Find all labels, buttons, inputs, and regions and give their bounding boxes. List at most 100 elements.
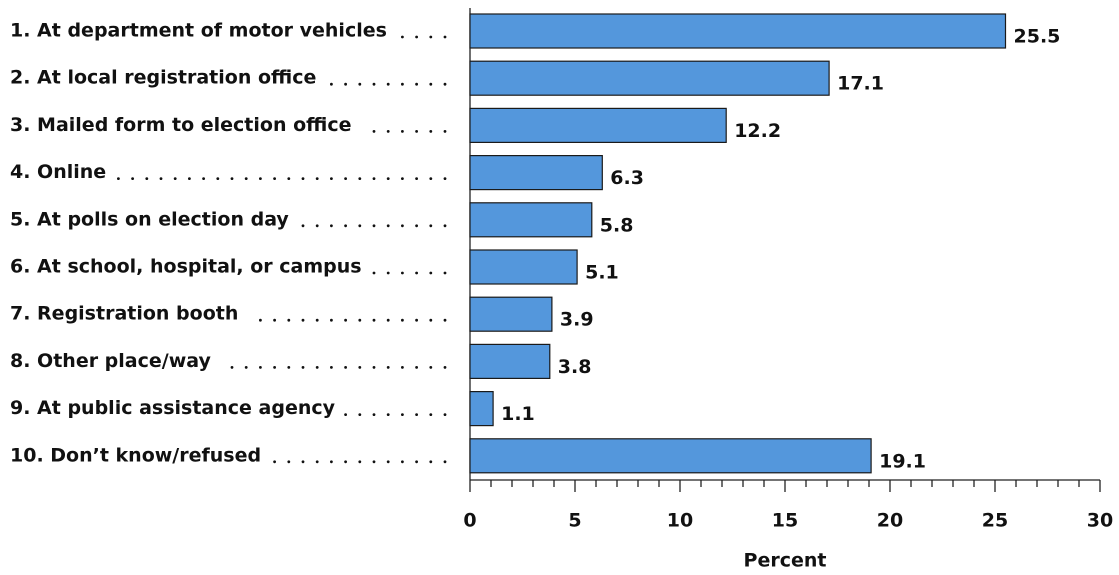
leader-dot — [372, 460, 376, 464]
bar — [469, 343, 551, 379]
leader-dot — [386, 460, 390, 464]
leader-dot — [401, 366, 404, 369]
value-label: 12.2 — [734, 120, 781, 142]
leader-dot — [429, 460, 433, 464]
leader-dot — [344, 82, 347, 86]
leader-dot — [315, 366, 319, 369]
leader-dot — [401, 35, 404, 39]
x-tick-label: 15 — [772, 510, 798, 532]
leader-dot — [145, 177, 149, 181]
category-label: 5. At polls on election day — [10, 208, 289, 230]
leader-dot — [429, 271, 433, 275]
leader-dot — [259, 366, 262, 369]
leader-dot — [330, 82, 333, 86]
leader-dot — [443, 35, 447, 39]
value-label: 25.5 — [1014, 26, 1061, 48]
bar — [469, 13, 1007, 49]
category-label: 6. At school, hospital, or campus — [10, 256, 362, 278]
leader-dot — [173, 177, 177, 181]
x-tick-label: 25 — [982, 510, 1008, 532]
leader-dot — [259, 177, 262, 181]
category-label: 8. Other place/way — [10, 350, 211, 372]
leader-dot — [386, 82, 390, 86]
leader-dot — [315, 318, 319, 322]
leader-dot — [330, 366, 333, 369]
leader-dot — [401, 177, 404, 181]
leader-dot — [415, 318, 418, 322]
leader-dot — [429, 318, 433, 322]
category-label: 3. Mailed form to election office — [10, 114, 352, 136]
leader-dot — [330, 460, 333, 464]
leader-dot — [216, 177, 220, 181]
leader-dot — [372, 413, 376, 416]
leader-dot — [401, 130, 404, 133]
bar — [469, 391, 494, 427]
leader-dot — [344, 318, 347, 322]
leader-dot — [372, 271, 376, 275]
x-tick-label: 30 — [1087, 510, 1113, 532]
leader-dot — [443, 177, 447, 181]
leader-dot — [344, 413, 347, 416]
leader-dot — [117, 177, 120, 181]
leader-dot — [344, 460, 347, 464]
bar — [469, 438, 872, 474]
leader-dot — [401, 82, 404, 86]
value-label: 1.1 — [501, 403, 535, 425]
leader-dot — [230, 177, 234, 181]
leader-dot — [344, 177, 347, 181]
leader-dot — [401, 224, 404, 228]
leader-dot — [443, 413, 447, 416]
leader-dot — [415, 82, 418, 86]
leader-dot — [315, 177, 319, 181]
leader-dot — [372, 130, 376, 133]
leader-dot — [287, 366, 291, 369]
category-label: 9. At public assistance agency — [10, 397, 336, 419]
category-label: 1. At department of motor vehicles — [10, 20, 387, 42]
leader-dot — [386, 366, 390, 369]
leader-dot — [330, 318, 333, 322]
leader-dot — [244, 366, 248, 369]
bar — [469, 155, 603, 191]
leader-dot — [344, 366, 347, 369]
value-label: 17.1 — [837, 73, 884, 95]
leader-dot — [443, 318, 447, 322]
leader-dot — [358, 224, 362, 228]
leader-dot — [188, 177, 191, 181]
leader-dot — [443, 130, 447, 133]
leader-dot — [429, 130, 433, 133]
leader-dot — [301, 177, 305, 181]
leader-dot — [386, 271, 390, 275]
x-tick-label: 20 — [877, 510, 903, 532]
leader-dot — [415, 460, 418, 464]
leader-dot — [415, 224, 418, 228]
leader-dot — [358, 460, 362, 464]
leader-dot — [287, 318, 291, 322]
leader-dot — [443, 460, 447, 464]
leader-dot — [372, 82, 376, 86]
leader-dot — [358, 318, 362, 322]
leader-dot — [131, 177, 135, 181]
leader-dot — [273, 460, 276, 464]
leader-dot — [372, 318, 376, 322]
leader-dot — [273, 318, 276, 322]
leader-dot — [443, 271, 447, 275]
leader-dot — [443, 82, 447, 86]
leader-dot — [315, 224, 319, 228]
leader-dot — [429, 82, 433, 86]
leader-dot — [287, 460, 291, 464]
x-axis-label: Percent — [744, 550, 827, 572]
leader-dot — [358, 366, 362, 369]
value-label: 19.1 — [879, 450, 926, 472]
leader-dot — [429, 224, 433, 228]
leader-dot — [429, 177, 433, 181]
value-label: 6.3 — [610, 167, 644, 189]
leader-dot — [386, 177, 390, 181]
leader-dot — [358, 413, 362, 416]
bar — [469, 249, 578, 285]
leader-dot — [429, 413, 433, 416]
leader-dot — [372, 366, 376, 369]
leader-dot — [259, 318, 262, 322]
bar — [469, 60, 830, 96]
category-label: 10. Don’t know/refused — [10, 444, 261, 466]
x-tick-label: 10 — [667, 510, 693, 532]
